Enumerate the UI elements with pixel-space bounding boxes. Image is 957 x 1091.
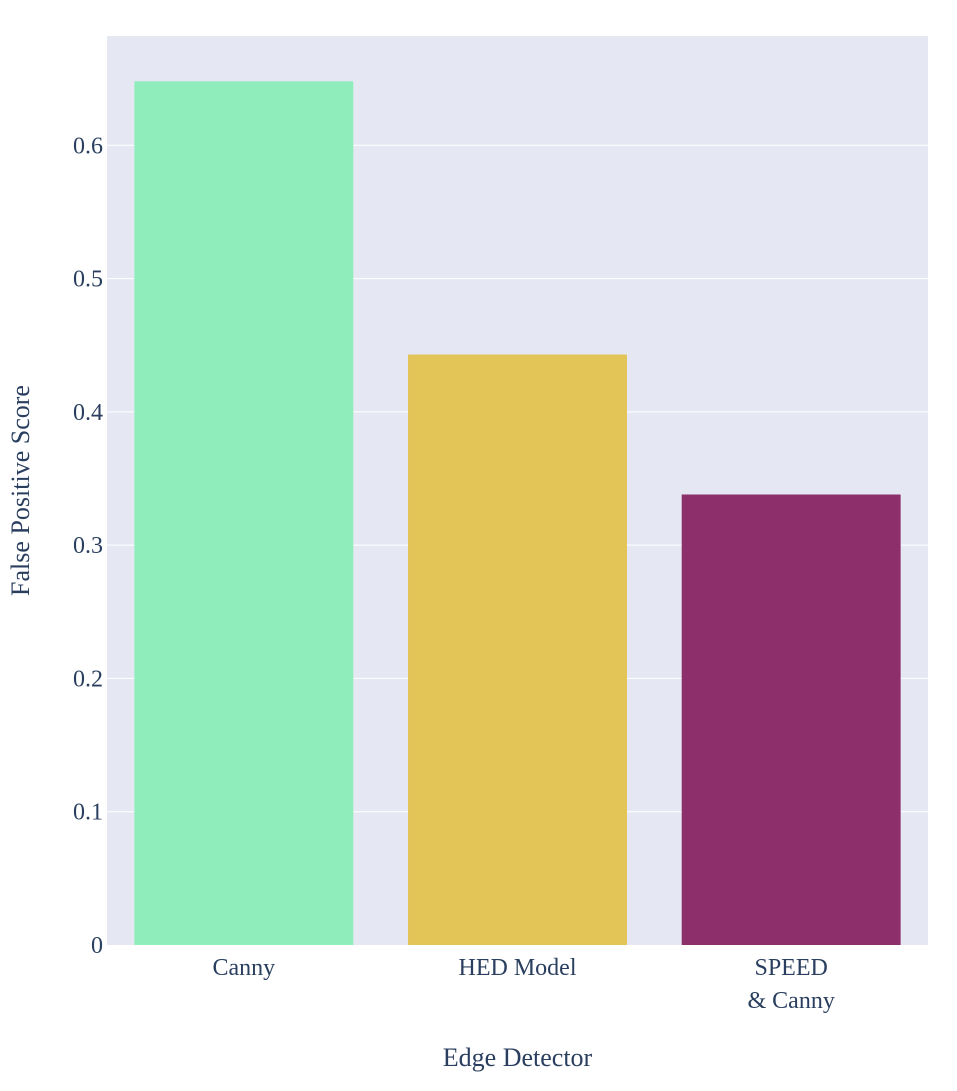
y-tick-label: 0.4 [73, 400, 103, 426]
x-tick-label: SPEED & Canny [748, 955, 835, 1014]
bar [681, 494, 901, 945]
y-axis-title: False Positive Score [6, 385, 35, 596]
y-tick-label: 0 [91, 933, 103, 959]
bars [134, 81, 901, 946]
x-axis-ticks: Canny HED Model SPEED & Canny [212, 955, 834, 1014]
y-tick-label: 0.5 [73, 267, 103, 293]
bar [408, 354, 627, 945]
bar [134, 81, 354, 946]
x-axis-title: Edge Detector [443, 1043, 593, 1072]
x-tick-label: Canny [212, 955, 275, 981]
x-tick-label-line: Canny [212, 955, 275, 981]
x-tick-label-line: HED Model [459, 955, 577, 981]
y-tick-label: 0.1 [73, 800, 103, 826]
y-axis-ticks: 0 0.1 0.2 0.3 0.4 0.5 0.6 [73, 133, 103, 959]
y-tick-label: 0.3 [73, 533, 103, 559]
x-tick-label: HED Model [459, 955, 577, 981]
x-tick-label-line: & Canny [748, 988, 835, 1014]
y-tick-label: 0.6 [73, 133, 103, 159]
y-tick-label: 0.2 [73, 666, 103, 692]
x-tick-label-line: SPEED [754, 955, 827, 981]
